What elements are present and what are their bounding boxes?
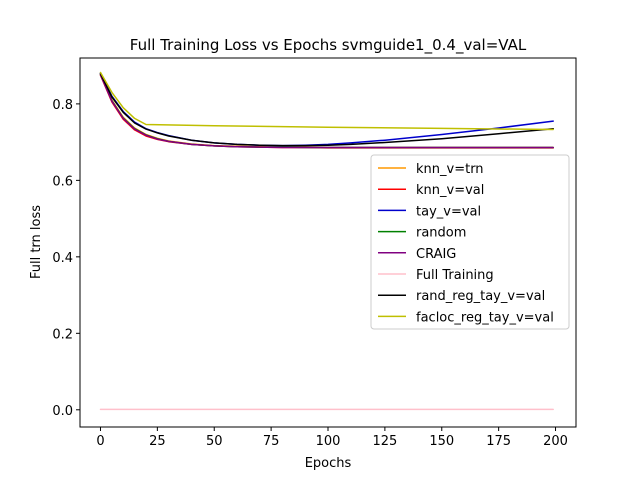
legend-label: Full Training — [416, 268, 494, 283]
x-axis-label: Epochs — [305, 456, 352, 471]
legend-label: random — [416, 226, 466, 241]
y-tick-label: 0.0 — [52, 404, 73, 419]
x-tick-label: 75 — [263, 434, 280, 449]
legend-label: tay_v=val — [416, 204, 481, 219]
series-line-4 — [99, 74, 554, 149]
legend-label: CRAIG — [416, 247, 456, 262]
legend-frame — [370, 154, 570, 330]
series-line-6 — [99, 72, 554, 147]
legend-label: knn_v=val — [416, 183, 484, 198]
y-axis: 0.0 0.2 0.4 0.6 0.8 — [52, 98, 80, 419]
plot-lines — [99, 71, 554, 411]
x-tick-label: 125 — [372, 434, 397, 449]
y-tick-label: 0.8 — [52, 98, 73, 113]
chart-title: Full Training Loss vs Epochs svmguide1_0… — [130, 36, 527, 55]
y-tick-label: 0.2 — [52, 327, 73, 342]
x-tick-label: 200 — [543, 434, 568, 449]
x-axis: 0 25 50 75 100 125 150 175 200 — [96, 427, 568, 449]
y-tick-label: 0.6 — [52, 174, 73, 189]
x-tick-label: 25 — [149, 434, 166, 449]
legend-label: facloc_reg_tay_v=val — [416, 310, 554, 325]
y-axis-label: Full trn loss — [29, 205, 44, 279]
legend-label: knn_v=trn — [416, 162, 484, 177]
x-tick-label: 150 — [429, 434, 454, 449]
x-tick-label: 175 — [486, 434, 511, 449]
x-tick-label: 0 — [96, 434, 104, 449]
x-tick-label: 100 — [316, 434, 341, 449]
series-line-7 — [99, 71, 554, 131]
legend-label: rand_reg_tay_v=val — [416, 289, 545, 304]
x-tick-label: 50 — [206, 434, 223, 449]
y-tick-label: 0.4 — [52, 251, 73, 266]
